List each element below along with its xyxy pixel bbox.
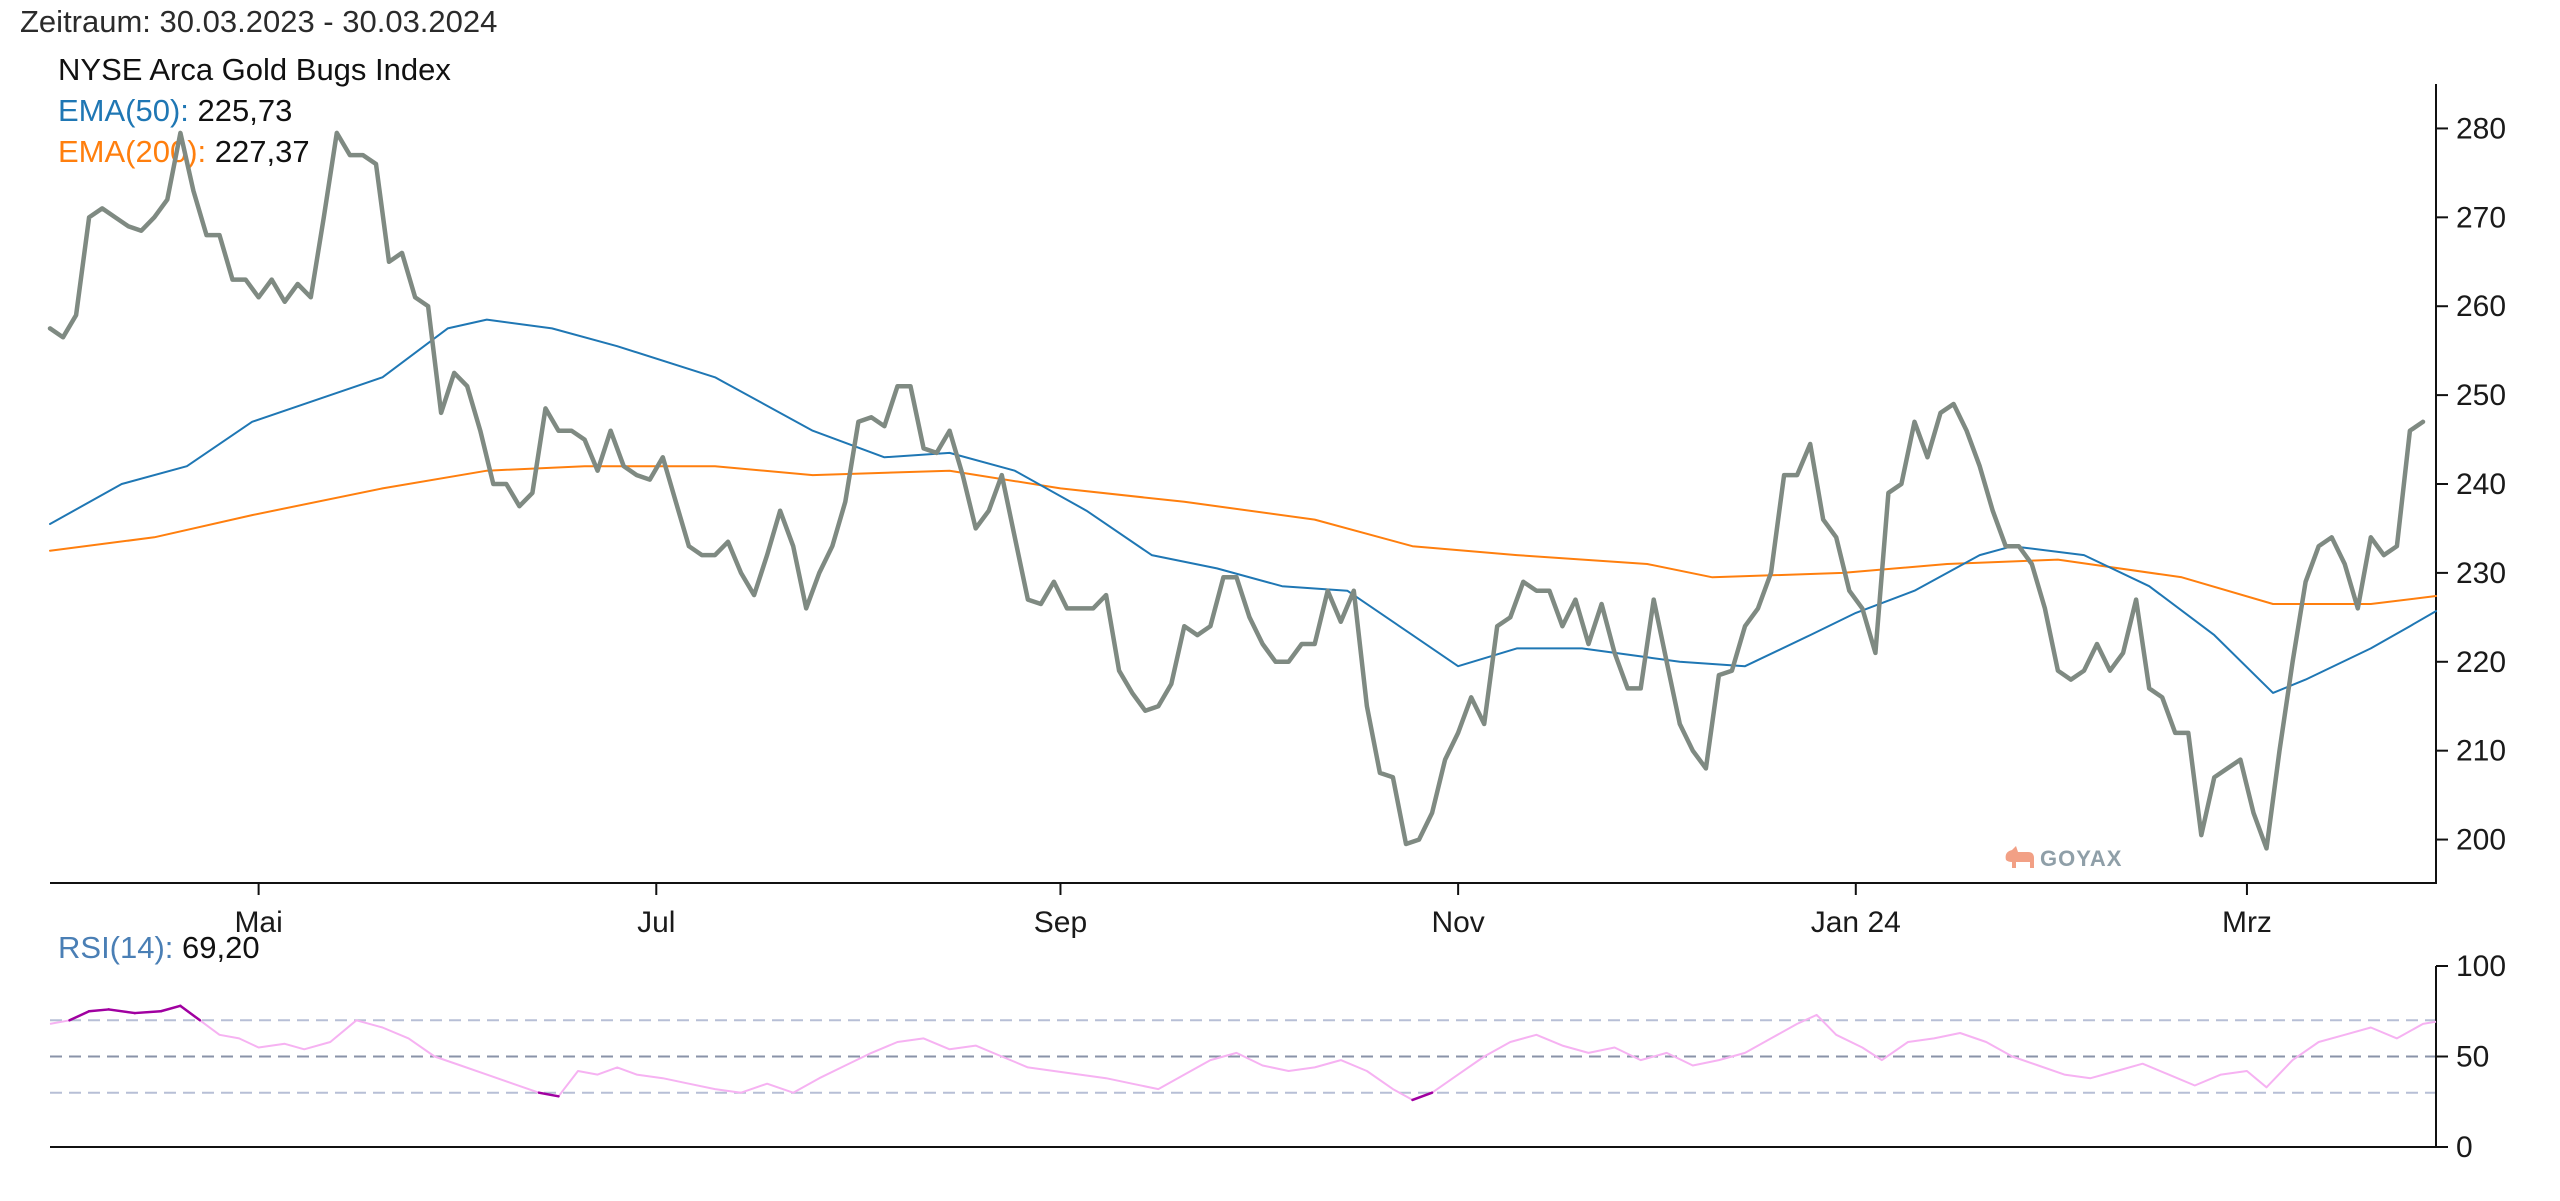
price-panel: 200 210 220 230 240 250 260 270 280 Mai Jul Sep Nov J… [47, 84, 2506, 939]
x-tick-label: Sep [1034, 906, 1087, 939]
period-label: Zeitraum: 30.03.2023 - 30.03.2024 [20, 4, 498, 39]
rsi-extreme-segment [537, 1091, 560, 1098]
y-tick-label: 200 [2456, 824, 2506, 857]
x-tick-label: Jan 24 [1811, 906, 1901, 939]
rsi-tick-label: 50 [2456, 1041, 2489, 1074]
rsi-tick-label: 100 [2456, 950, 2506, 983]
goyax-watermark: GOYAX [2005, 846, 2122, 871]
rsi-extreme-segment [179, 1004, 202, 1022]
y-tick-label: 230 [2456, 557, 2506, 590]
y-tick-label: 210 [2456, 735, 2506, 768]
y-tick-label: 270 [2456, 201, 2506, 234]
rsi-legend: RSI(14): 69,20 [58, 930, 260, 966]
ema200-value: 227,37 [214, 134, 310, 169]
rsi-extreme-segment [107, 1008, 136, 1015]
x-tick-label: Mrz [2222, 906, 2272, 939]
rsi-label: RSI(14): [58, 930, 174, 965]
rsi-line [49, 1004, 2437, 1101]
rsi-value: 69,20 [182, 930, 260, 965]
x-tick-label: Nov [1431, 906, 1484, 939]
y-tick-label: 220 [2456, 646, 2506, 679]
ema50-legend: EMA(50): 225,73 [58, 93, 292, 129]
rsi-extreme-segment [1411, 1091, 1434, 1102]
rsi-extreme-segment [68, 1010, 91, 1022]
rsi-panel: 0 50 100 [49, 950, 2506, 1164]
ema50-value: 225,73 [197, 93, 293, 128]
y-tick-label: 250 [2456, 379, 2506, 412]
ema200-legend: EMA(200): 227,37 [58, 134, 310, 170]
ema50-line [49, 318, 2437, 694]
rsi-extreme-segment [133, 1010, 163, 1015]
ema200-line [49, 465, 2437, 605]
ema50-label: EMA(50): [58, 93, 189, 128]
rsi-extreme-segment [87, 1008, 110, 1013]
rsi-extreme-segment [159, 1004, 182, 1013]
bull-icon [2005, 846, 2034, 868]
chart-title: NYSE Arca Gold Bugs Index [58, 52, 451, 87]
x-tick-label: Jul [637, 906, 675, 939]
rsi-tick-label: 0 [2456, 1131, 2473, 1164]
y-tick-label: 260 [2456, 290, 2506, 323]
y-tick-label: 240 [2456, 468, 2506, 501]
x-tick-label: Mai [234, 906, 282, 939]
y-tick-label: 280 [2456, 112, 2506, 145]
watermark-text: GOYAX [2040, 846, 2122, 871]
price-line [47, 130, 2426, 851]
